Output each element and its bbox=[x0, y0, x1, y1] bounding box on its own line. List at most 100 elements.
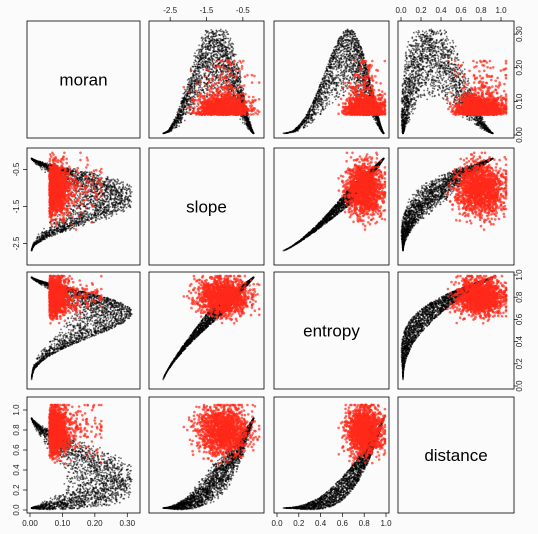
data-point bbox=[197, 61, 199, 64]
data-point bbox=[201, 107, 205, 110]
data-point bbox=[186, 79, 189, 81]
data-point bbox=[205, 65, 208, 67]
data-point bbox=[225, 65, 228, 67]
data-point bbox=[320, 109, 323, 111]
data-point bbox=[186, 100, 189, 103]
data-point bbox=[213, 106, 217, 110]
data-point bbox=[357, 46, 360, 49]
data-point bbox=[222, 37, 225, 40]
data-point bbox=[239, 81, 242, 84]
data-point bbox=[222, 62, 225, 65]
data-point bbox=[202, 46, 205, 49]
data-point bbox=[201, 87, 203, 89]
data-point bbox=[243, 123, 246, 125]
data-point bbox=[231, 77, 234, 80]
data-point bbox=[210, 68, 213, 71]
data-point bbox=[242, 59, 245, 63]
data-point bbox=[180, 121, 183, 124]
data-point bbox=[207, 47, 209, 50]
data-point bbox=[198, 69, 200, 71]
data-point bbox=[198, 60, 201, 63]
data-point bbox=[203, 111, 206, 114]
data-point bbox=[212, 74, 215, 78]
data-point bbox=[248, 116, 251, 118]
data-point bbox=[239, 90, 241, 92]
data-point bbox=[203, 42, 206, 45]
data-point bbox=[191, 76, 194, 79]
data-point bbox=[182, 103, 185, 106]
data-point bbox=[204, 84, 207, 87]
data-point bbox=[189, 69, 193, 73]
data-point bbox=[227, 94, 230, 98]
data-point bbox=[187, 90, 191, 94]
data-point bbox=[178, 105, 181, 108]
data-point bbox=[231, 83, 234, 86]
data-point bbox=[226, 33, 229, 35]
data-point bbox=[197, 54, 199, 57]
data-point bbox=[320, 110, 322, 113]
data-point bbox=[195, 55, 198, 58]
data-point bbox=[202, 54, 205, 57]
data-point bbox=[182, 101, 185, 104]
data-point bbox=[219, 85, 223, 89]
data-point bbox=[194, 96, 196, 99]
data-point bbox=[228, 90, 231, 93]
data-point bbox=[348, 63, 351, 66]
data-point bbox=[203, 92, 206, 95]
data-point bbox=[337, 96, 339, 99]
data-point bbox=[228, 78, 231, 81]
data-point bbox=[226, 61, 229, 64]
data-point bbox=[214, 56, 217, 59]
data-point bbox=[209, 86, 213, 89]
data-point bbox=[225, 37, 228, 40]
data-point bbox=[177, 121, 180, 123]
data-point bbox=[205, 111, 208, 114]
data-point bbox=[250, 81, 254, 84]
data-point bbox=[197, 89, 200, 91]
data-point bbox=[218, 33, 221, 36]
data-point bbox=[232, 103, 235, 107]
data-point bbox=[188, 95, 191, 98]
data-point bbox=[236, 72, 239, 75]
data-point bbox=[175, 121, 178, 124]
point-cloud bbox=[162, 28, 261, 135]
data-point bbox=[341, 52, 344, 55]
data-point bbox=[173, 120, 176, 122]
data-point bbox=[328, 94, 331, 96]
data-point bbox=[243, 75, 247, 78]
data-point bbox=[204, 100, 207, 104]
data-point bbox=[221, 45, 224, 48]
data-point bbox=[352, 40, 355, 43]
data-point bbox=[225, 82, 228, 85]
data-point bbox=[230, 58, 233, 61]
data-point bbox=[223, 31, 225, 34]
data-point bbox=[220, 43, 223, 46]
data-point bbox=[212, 92, 216, 95]
data-point bbox=[216, 108, 220, 111]
data-point bbox=[239, 102, 242, 106]
data-point bbox=[329, 91, 331, 94]
data-point bbox=[203, 65, 206, 68]
data-point bbox=[207, 31, 209, 33]
data-point bbox=[184, 93, 187, 96]
panel-moran-vs-entropy bbox=[273, 20, 390, 139]
data-point bbox=[206, 85, 209, 88]
data-point bbox=[342, 79, 345, 82]
data-point bbox=[207, 37, 210, 40]
data-point bbox=[171, 127, 174, 130]
data-point bbox=[210, 52, 213, 55]
data-point bbox=[194, 65, 197, 68]
data-point bbox=[231, 88, 235, 92]
data-point bbox=[346, 41, 349, 44]
data-point bbox=[322, 105, 324, 108]
data-point bbox=[324, 92, 327, 94]
data-point bbox=[204, 108, 208, 112]
data-point bbox=[218, 37, 221, 40]
data-point bbox=[223, 81, 226, 84]
data-point bbox=[237, 113, 240, 116]
data-point bbox=[228, 63, 231, 67]
data-point bbox=[205, 48, 207, 51]
data-point bbox=[212, 49, 215, 52]
data-point bbox=[177, 115, 180, 118]
data-point bbox=[256, 112, 259, 116]
